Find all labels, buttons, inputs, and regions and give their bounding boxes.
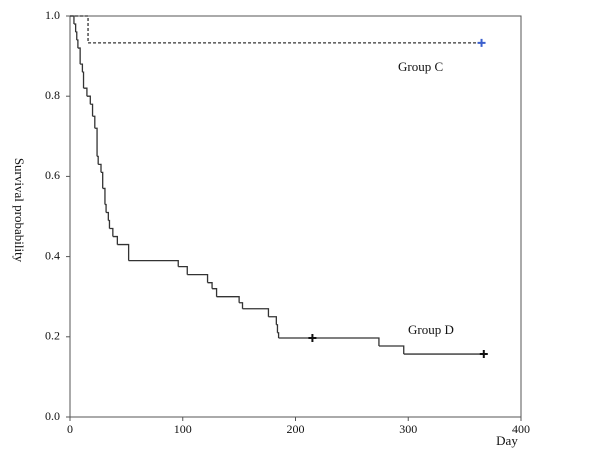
plot-frame	[69, 15, 522, 418]
step-segment	[90, 103, 94, 117]
step-segment	[98, 163, 102, 173]
step-segment	[278, 337, 380, 347]
step-segment	[239, 302, 244, 309]
step-segment	[82, 71, 85, 89]
step-segment	[97, 155, 99, 165]
step-segment	[108, 219, 111, 229]
step-segment	[76, 39, 79, 49]
step-segment	[86, 95, 91, 105]
step-segment	[128, 259, 179, 267]
x-tick-label: 0	[67, 422, 73, 436]
step-segment	[70, 15, 89, 43]
step-segment	[75, 31, 78, 41]
step-segment	[212, 288, 218, 297]
step-segment	[102, 187, 106, 205]
step-segment	[104, 203, 107, 213]
step-segment	[207, 282, 213, 289]
censor-mark	[479, 350, 488, 359]
step-segment	[92, 115, 96, 129]
x-tick-label: 100	[174, 422, 192, 436]
y-tick-label: 0.0	[45, 409, 60, 423]
x-tick-label: 300	[399, 422, 417, 436]
y-axis-label: Survival probability	[12, 158, 27, 263]
x-tick-label: 200	[287, 422, 305, 436]
step-segment	[106, 211, 109, 221]
step-segment	[94, 127, 98, 157]
x-axis-label: Day	[496, 433, 518, 448]
step-segment	[178, 265, 188, 275]
step-segment	[187, 273, 209, 283]
censor-mark	[308, 334, 317, 343]
y-tick-label: 0.2	[45, 329, 60, 343]
step-segment	[80, 63, 84, 73]
y-tick-label: 0.4	[45, 248, 60, 262]
step-segment	[378, 345, 405, 355]
x-tick-label: 400	[512, 422, 530, 436]
step-segment	[73, 23, 77, 33]
y-tick-label: 1.0	[45, 8, 60, 22]
step-segment	[112, 235, 119, 245]
step-segment	[101, 171, 104, 189]
step-segment	[216, 296, 240, 303]
step-segment	[242, 308, 270, 317]
step-segment	[276, 324, 279, 333]
y-tick-label: 0.8	[45, 88, 60, 102]
step-segment	[77, 47, 81, 65]
series-label: Group D	[408, 322, 454, 337]
step-segment	[117, 243, 130, 261]
step-segment	[277, 332, 280, 339]
step-segment	[70, 15, 75, 25]
step-segment	[268, 316, 277, 325]
step-segment	[83, 87, 88, 97]
step-segment	[109, 227, 114, 237]
censor-mark	[477, 38, 486, 47]
series-label: Group C	[398, 59, 443, 74]
y-tick-label: 0.6	[45, 168, 60, 182]
